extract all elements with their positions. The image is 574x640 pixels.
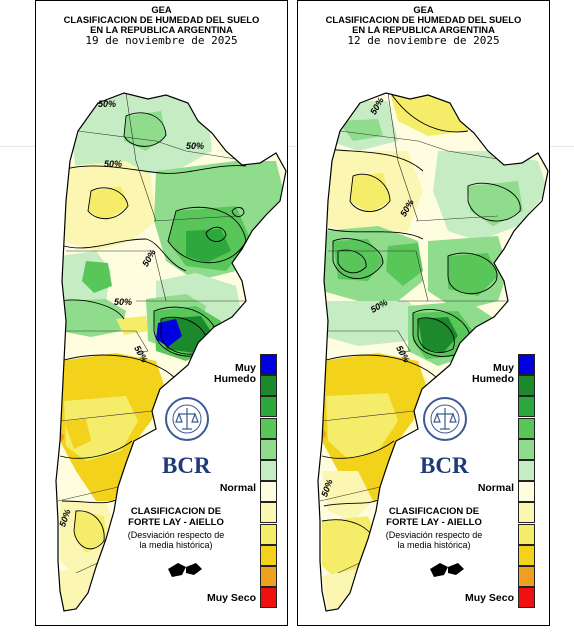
bcr-seal-icon [423, 397, 467, 441]
legend-swatch [260, 523, 277, 545]
contour-label: 50% [104, 159, 123, 169]
legend-swatch [518, 460, 535, 481]
legend-label-top: Muy Humedo [214, 362, 256, 385]
classification-note2: la media histórica) [139, 540, 213, 550]
soil-moisture-map [55, 92, 287, 612]
map-panel-right: GEA CLASIFICACION DE HUMEDAD DEL SUELO E… [297, 0, 550, 626]
panel-heading-line1: CLASIFICACION DE HUMEDAD DEL SUELO [325, 14, 522, 25]
bcr-logo: BCR [420, 453, 469, 478]
panel-title: GEA [413, 4, 434, 15]
legend-swatch [518, 481, 535, 503]
legend-label-bottom: Muy Seco [464, 592, 514, 604]
legend-swatch [260, 354, 277, 375]
classification-note2: la media histórica) [397, 540, 471, 550]
legend-swatch [260, 481, 277, 503]
panel-heading-line1: CLASIFICACION DE HUMEDAD DEL SUELO [63, 14, 260, 25]
classification-line2: FORTE LAY - AIELLO [386, 517, 482, 528]
legend-swatch [518, 417, 535, 439]
legend-swatch [518, 523, 535, 545]
legend-label-bottom: Muy Seco [206, 592, 256, 604]
legend-swatch [260, 417, 277, 439]
contour-label: 50% [114, 297, 133, 307]
contour-label: 50% [186, 141, 205, 151]
classification-note1: (Desviación respecto de [127, 530, 225, 540]
panel-heading-line2: EN LA REPUBLICA ARGENTINA [352, 24, 495, 35]
legend-swatch [518, 544, 535, 566]
legend-label-middle: Normal [219, 482, 256, 494]
panel-date: 12 de noviembre de 2025 [347, 34, 500, 47]
contour-label: 50% [98, 99, 117, 109]
bcr-logo: BCR [162, 453, 211, 478]
legend-swatch [518, 375, 535, 397]
legend-swatch [260, 587, 277, 609]
legend-swatch [260, 396, 277, 418]
legend-label-middle: Normal [477, 482, 514, 494]
legend-swatch [518, 438, 535, 460]
classification-note1: (Desviación respecto de [385, 530, 483, 540]
classification-line1: CLASIFICACION DE [388, 506, 480, 517]
legend-swatch [260, 544, 277, 566]
bcr-seal-icon [165, 397, 209, 441]
legend-swatch [518, 396, 535, 418]
panel-date: 19 de noviembre de 2025 [85, 34, 238, 47]
map-panel-left: GEA CLASIFICACION DE HUMEDAD DEL SUELO E… [35, 0, 288, 626]
legend-swatch [260, 566, 277, 587]
legend-swatch [518, 354, 535, 375]
legend-swatch [260, 375, 277, 397]
legend-swatch [260, 438, 277, 460]
classification-line2: FORTE LAY - AIELLO [128, 517, 224, 528]
legend-label-top: Muy Humedo [472, 362, 514, 385]
soil-moisture-map [317, 92, 549, 612]
legend-swatch [260, 460, 277, 481]
classification-line1: CLASIFICACION DE [130, 506, 222, 517]
legend-swatch [518, 502, 535, 524]
legend-swatch [518, 566, 535, 587]
panel-heading-line2: EN LA REPUBLICA ARGENTINA [90, 24, 233, 35]
panel-title: GEA [151, 4, 172, 15]
legend-swatch [518, 587, 535, 609]
legend-swatch [260, 502, 277, 524]
